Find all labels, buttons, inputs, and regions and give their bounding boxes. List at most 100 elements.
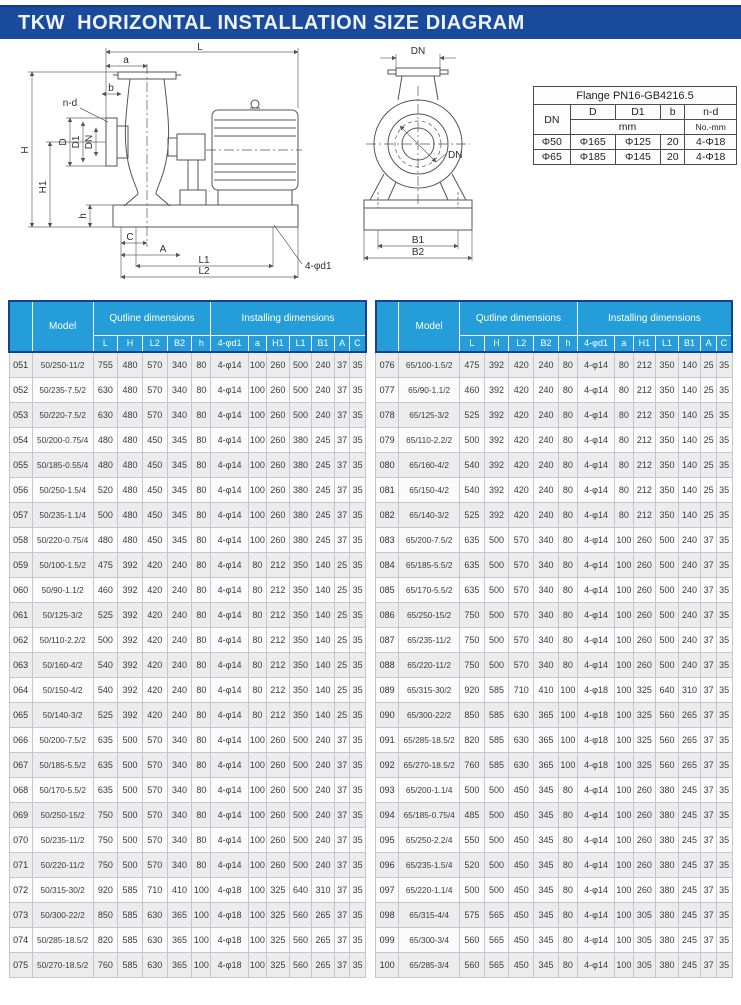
cell: 100: [614, 651, 634, 678]
installing-dimensions-header: Installing dimensions: [210, 300, 366, 336]
cell: 100: [247, 851, 268, 878]
cell: 4-φ14: [210, 676, 249, 703]
cell: 35: [349, 726, 366, 753]
cell: 570: [508, 576, 535, 603]
cell: 500: [655, 526, 679, 553]
cell: 260: [266, 526, 290, 553]
cell: 392: [483, 476, 510, 503]
cell: 083: [374, 526, 400, 553]
cell: 65/235-11/2: [398, 626, 460, 653]
cell: 4-φ14: [576, 651, 616, 678]
table-row: 087 65/235-11/2 750 500 570 340 80 4-φ14 100 260 5…: [374, 626, 733, 653]
cell: 260: [632, 876, 657, 903]
cell: 420: [141, 551, 168, 578]
size-table-left: Model Qutline dimensions Installing dime…: [8, 300, 367, 978]
cell: 35: [715, 901, 733, 928]
cell: 100: [614, 826, 634, 853]
cell: 500: [117, 776, 143, 803]
cell: 4-φ14: [210, 576, 249, 603]
cell: 240: [311, 776, 335, 803]
table-row: 090 65/300-22/2 850 585 630 365 100 4-φ18 100 325…: [374, 701, 733, 728]
cell: 80: [557, 851, 578, 878]
cell: 37: [333, 751, 351, 778]
cell: 65/220-1.1/4: [398, 876, 460, 903]
cell: 365: [166, 901, 193, 928]
cell: 260: [266, 426, 290, 453]
cell: 265: [677, 726, 702, 753]
col-h: h: [191, 334, 212, 353]
cell: 35: [349, 626, 366, 653]
cell: 260: [632, 651, 657, 678]
cell: 420: [141, 651, 168, 678]
cell: 560: [288, 926, 313, 953]
cell: 500: [459, 776, 485, 803]
cell: 35: [349, 951, 366, 978]
cell: 073: [8, 901, 33, 928]
cell: 340: [166, 801, 193, 828]
cell: 80: [614, 476, 634, 503]
cell: 37: [333, 501, 351, 528]
cell: 500: [655, 626, 679, 653]
cell: 37: [700, 851, 717, 878]
cell: 380: [655, 901, 679, 928]
cell: 093: [374, 776, 400, 803]
cell: 570: [141, 826, 168, 853]
cell: 500: [288, 776, 313, 803]
cell: 37: [700, 776, 717, 803]
cell: 50/100-1.5/2: [31, 551, 94, 578]
cell: 50/250-11/2: [31, 351, 94, 378]
col-a: a: [247, 334, 268, 353]
cell: 055: [8, 451, 33, 478]
cell: 65/315-30/2: [398, 676, 460, 703]
cell: 245: [311, 526, 335, 553]
cell: 65/200-7.5/2: [398, 526, 460, 553]
cell: 100: [247, 826, 268, 853]
cell: 25: [333, 701, 351, 728]
cell: 240: [533, 351, 559, 378]
cell: 37: [700, 626, 717, 653]
cell: 240: [533, 451, 559, 478]
table-row: 055 50/185-0.55/4 480 480 450 345 80 4-φ14 100 26…: [8, 451, 366, 478]
installing-dimensions-header: Installing dimensions: [576, 300, 733, 336]
cell: 80: [614, 401, 634, 428]
cell: 475: [459, 351, 485, 378]
cell: 350: [288, 551, 313, 578]
cell: 25: [700, 351, 717, 378]
cell: 570: [141, 801, 168, 828]
table-row: 071 50/220-11/2 750 500 570 340 80 4-φ14 100 260 5…: [8, 851, 366, 878]
cell: 80: [557, 801, 578, 828]
cell: 540: [92, 676, 119, 703]
cell: 480: [117, 526, 143, 553]
cell: 50/125-3/2: [31, 601, 94, 628]
cell: 820: [92, 926, 119, 953]
col-A: A: [700, 334, 717, 353]
cell: 070: [8, 826, 33, 853]
table-row: 072 50/315-30/2 920 585 710 410 100 4-φ18 100 325…: [8, 876, 366, 903]
cell: 80: [247, 551, 268, 578]
cell: 37: [700, 576, 717, 603]
col-L2: L2: [141, 334, 168, 353]
cell: 091: [374, 726, 400, 753]
table-row: 051 50/250-11/2 755 480 570 340 80 4-φ14 100 260 5…: [8, 351, 366, 378]
cell: 260: [632, 576, 657, 603]
cell: 245: [677, 826, 702, 853]
cell: 500: [92, 626, 119, 653]
flange-unit-nd: No.-mm: [684, 119, 737, 135]
table-row: 059 50/100-1.5/2 475 392 420 240 80 4-φ14 80 212 3…: [8, 551, 366, 578]
table-row: 063 50/160-4/2 540 392 420 240 80 4-φ14 80 212 350…: [8, 651, 366, 678]
cell: 80: [557, 601, 578, 628]
cell: 80: [191, 601, 212, 628]
cell: 365: [533, 751, 559, 778]
cell: 35: [349, 701, 366, 728]
cell: 100: [374, 951, 400, 978]
cell: 20: [660, 134, 686, 150]
cell: 25: [333, 551, 351, 578]
cell: 340: [166, 726, 193, 753]
cell: 80: [557, 901, 578, 928]
col-B2: B2: [533, 334, 559, 353]
cell: 500: [117, 726, 143, 753]
cell: 240: [311, 376, 335, 403]
table-row: 069 50/250-15/2 750 500 570 340 80 4-φ14 100 260 5…: [8, 801, 366, 828]
cell: 392: [117, 576, 143, 603]
cell: 4-φ14: [576, 576, 616, 603]
